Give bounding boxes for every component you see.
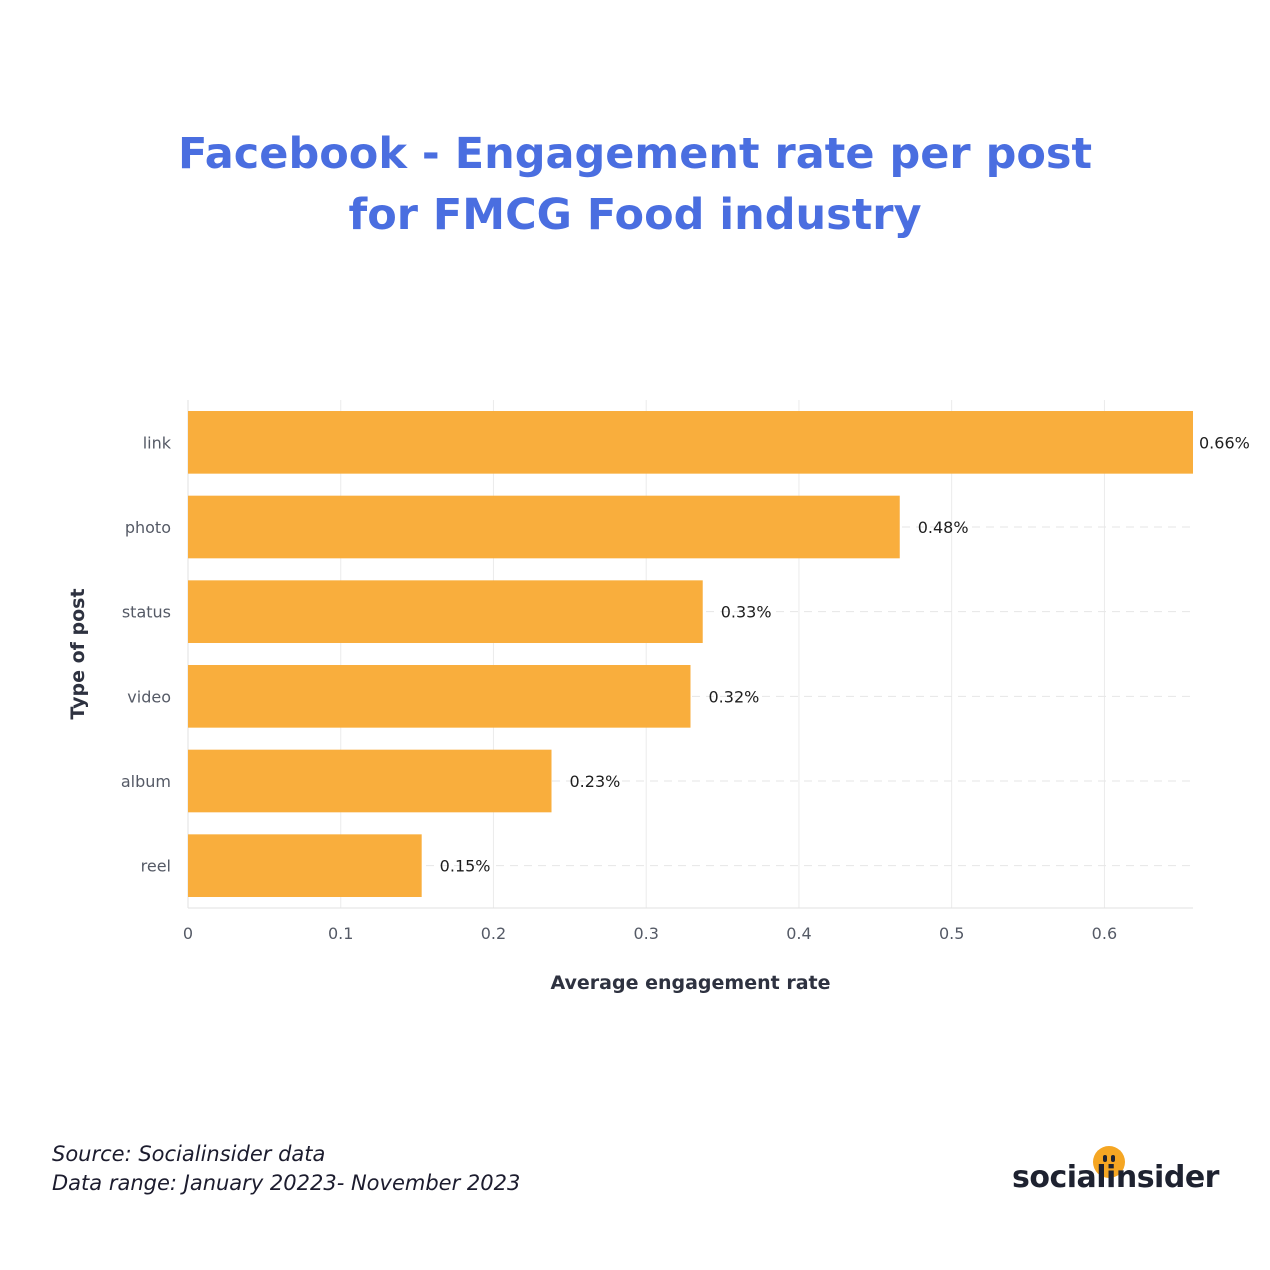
x-tick-label: 0.3 — [633, 924, 658, 943]
x-tick-label: 0.1 — [328, 924, 353, 943]
category-label: status — [122, 603, 171, 622]
source-text: Source: Socialinsider data — [52, 1142, 326, 1166]
date-range-text: Data range: January 20223- November 2023 — [52, 1171, 521, 1195]
source-note: Source: Socialinsider data Data range: J… — [52, 1140, 520, 1198]
chart-title: Facebook - Engagement rate per post for … — [60, 124, 1210, 246]
category-label: link — [143, 433, 172, 452]
data-label: 0.66% — [1199, 433, 1250, 452]
chart-title-line: for FMCG Food industry — [348, 190, 922, 240]
data-label: 0.48% — [918, 518, 969, 537]
category-label: album — [121, 772, 171, 791]
category-label: photo — [125, 518, 171, 537]
x-tick-label: 0.5 — [939, 924, 964, 943]
bar — [188, 495, 900, 559]
category-label: video — [127, 687, 171, 706]
bar — [188, 411, 1193, 474]
x-tick-label: 0.6 — [1092, 924, 1117, 943]
chart-title-line: Facebook - Engagement rate per post — [177, 129, 1093, 179]
bar — [188, 580, 703, 643]
data-label: 0.32% — [709, 687, 760, 706]
x-axis-title: Average engagement rate — [551, 972, 831, 994]
bar — [188, 665, 691, 728]
x-tick-label: 0.2 — [481, 924, 506, 943]
brand-logo: socialinsider — [1012, 1160, 1219, 1195]
y-axis-title: Type of post — [67, 588, 89, 719]
logo-face-icon — [1093, 1146, 1125, 1178]
category-label: reel — [141, 857, 171, 876]
x-tick-label: 0.4 — [786, 924, 811, 943]
data-label: 0.23% — [570, 772, 621, 791]
bar — [188, 749, 552, 813]
data-label: 0.33% — [721, 603, 772, 622]
x-tick-label: 0 — [183, 924, 193, 943]
bar — [188, 834, 422, 897]
data-label: 0.15% — [440, 857, 491, 876]
